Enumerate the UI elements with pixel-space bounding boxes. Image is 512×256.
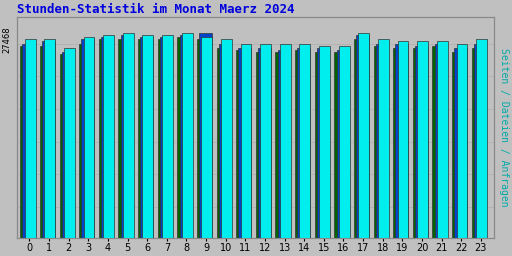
Bar: [199, 33, 211, 238]
Bar: [336, 50, 349, 238]
Bar: [219, 44, 231, 238]
Bar: [417, 41, 428, 238]
Bar: [278, 50, 290, 238]
Text: Stunden-Statistik im Monat Maerz 2024: Stunden-Statistik im Monat Maerz 2024: [16, 3, 294, 16]
Bar: [454, 48, 467, 238]
Bar: [374, 46, 388, 238]
Bar: [201, 37, 212, 238]
Bar: [317, 48, 329, 238]
Bar: [280, 44, 291, 238]
Bar: [79, 44, 93, 238]
Bar: [452, 52, 466, 238]
Bar: [334, 52, 349, 238]
Bar: [83, 37, 94, 238]
Bar: [433, 46, 446, 238]
Bar: [378, 39, 389, 238]
Bar: [62, 52, 74, 238]
Bar: [295, 50, 309, 238]
Bar: [395, 44, 408, 238]
Bar: [138, 39, 152, 238]
Bar: [140, 37, 153, 238]
Bar: [23, 44, 35, 238]
Bar: [81, 39, 94, 238]
Bar: [413, 48, 427, 238]
Bar: [123, 33, 134, 238]
Bar: [476, 39, 487, 238]
Bar: [376, 44, 388, 238]
Bar: [158, 39, 172, 238]
Bar: [99, 39, 113, 238]
Bar: [393, 48, 408, 238]
Bar: [354, 39, 368, 238]
Bar: [474, 44, 486, 238]
Bar: [101, 37, 114, 238]
Bar: [260, 44, 271, 238]
Bar: [20, 46, 34, 238]
Bar: [437, 41, 448, 238]
Bar: [217, 48, 231, 238]
Bar: [42, 41, 55, 238]
Bar: [118, 39, 133, 238]
Bar: [45, 39, 55, 238]
Bar: [472, 48, 486, 238]
Bar: [64, 48, 75, 238]
Bar: [236, 50, 250, 238]
Bar: [315, 52, 329, 238]
Bar: [239, 48, 251, 238]
Bar: [182, 33, 193, 238]
Bar: [415, 46, 428, 238]
Bar: [221, 39, 232, 238]
Bar: [356, 35, 369, 238]
Bar: [121, 35, 133, 238]
Bar: [162, 35, 173, 238]
Bar: [180, 35, 192, 238]
Bar: [256, 52, 270, 238]
Bar: [297, 48, 310, 238]
Bar: [258, 48, 270, 238]
Bar: [339, 46, 350, 238]
Bar: [103, 35, 114, 238]
Bar: [300, 44, 310, 238]
Bar: [319, 46, 330, 238]
Y-axis label: Seiten / Dateien / Anfragen: Seiten / Dateien / Anfragen: [499, 48, 509, 207]
Bar: [160, 37, 173, 238]
Bar: [275, 52, 290, 238]
Bar: [25, 39, 35, 238]
Bar: [358, 33, 369, 238]
Bar: [177, 37, 191, 238]
Bar: [197, 39, 211, 238]
Bar: [241, 44, 251, 238]
Bar: [59, 54, 74, 238]
Bar: [435, 44, 447, 238]
Bar: [398, 41, 409, 238]
Bar: [457, 44, 467, 238]
Bar: [142, 35, 153, 238]
Bar: [40, 46, 54, 238]
